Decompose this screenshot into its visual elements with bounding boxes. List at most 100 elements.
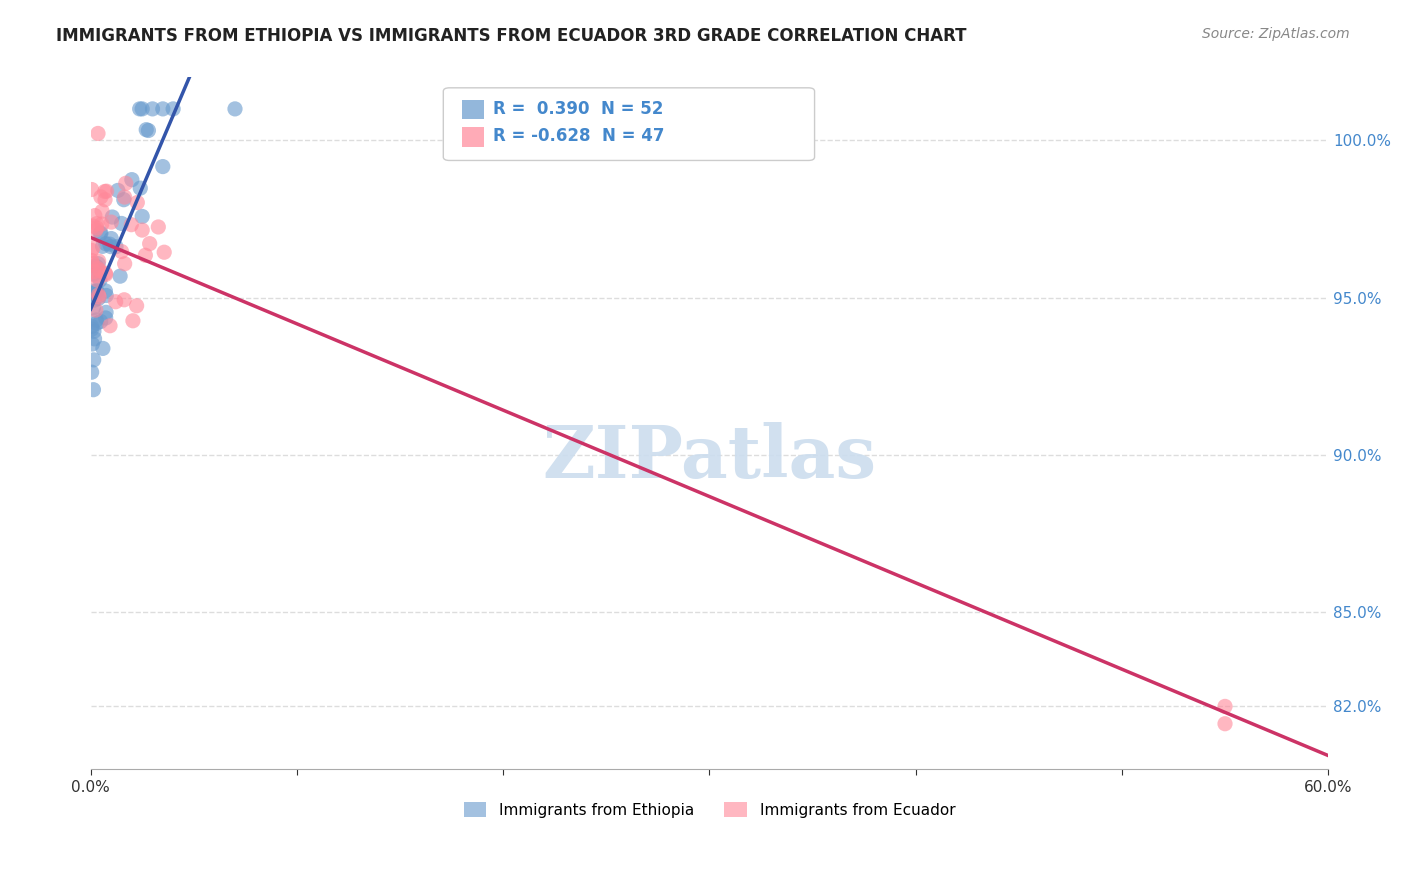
- Immigrants from Ethiopia: [131, 210, 153, 224]
- Immigrants from Ethiopia: [89, 273, 111, 287]
- Immigrants from Ethiopia: [83, 332, 105, 346]
- Immigrants from Ecuador: [82, 241, 104, 255]
- Immigrants from Ethiopia: [224, 102, 246, 116]
- Immigrants from Ecuador: [87, 127, 110, 141]
- FancyBboxPatch shape: [443, 87, 814, 161]
- Immigrants from Ethiopia: [128, 102, 150, 116]
- Immigrants from Ethiopia: [87, 292, 110, 306]
- Immigrants from Ethiopia: [86, 316, 108, 330]
- Immigrants from Ethiopia: [135, 122, 157, 136]
- Immigrants from Ethiopia: [96, 288, 118, 302]
- Immigrants from Ecuador: [87, 288, 110, 302]
- Immigrants from Ecuador: [91, 204, 114, 219]
- Text: R = -0.628  N = 47: R = -0.628 N = 47: [494, 128, 664, 145]
- Immigrants from Ecuador: [100, 215, 122, 229]
- Immigrants from Ecuador: [104, 294, 127, 309]
- Immigrants from Ecuador: [80, 253, 103, 268]
- Immigrants from Ecuador: [98, 318, 121, 333]
- Immigrants from Ethiopia: [86, 260, 108, 274]
- Immigrants from Ecuador: [94, 268, 117, 282]
- Immigrants from Ecuador: [96, 184, 118, 198]
- Immigrants from Ecuador: [148, 219, 170, 234]
- Immigrants from Ethiopia: [94, 284, 117, 298]
- Immigrants from Ecuador: [131, 223, 153, 237]
- Immigrants from Ethiopia: [90, 226, 112, 240]
- Immigrants from Ethiopia: [83, 267, 105, 281]
- Immigrants from Ecuador: [125, 299, 148, 313]
- Immigrants from Ecuador: [84, 223, 107, 237]
- Immigrants from Ethiopia: [100, 231, 122, 245]
- Immigrants from Ecuador: [1213, 716, 1236, 731]
- Immigrants from Ethiopia: [82, 383, 104, 397]
- Immigrants from Ecuador: [94, 193, 117, 207]
- Immigrants from Ethiopia: [84, 313, 107, 327]
- Immigrants from Ecuador: [120, 218, 142, 232]
- Immigrants from Ethiopia: [152, 102, 174, 116]
- Immigrants from Ecuador: [114, 257, 136, 271]
- Immigrants from Ethiopia: [82, 286, 104, 301]
- Immigrants from Ecuador: [87, 290, 110, 304]
- Immigrants from Ethiopia: [129, 181, 152, 195]
- Text: ZIPatlas: ZIPatlas: [543, 423, 876, 493]
- Text: R =  0.390  N = 52: R = 0.390 N = 52: [494, 100, 664, 118]
- Immigrants from Ecuador: [112, 293, 135, 307]
- Immigrants from Ethiopia: [121, 172, 143, 186]
- Immigrants from Ethiopia: [86, 284, 108, 298]
- Immigrants from Ethiopia: [101, 210, 124, 224]
- Immigrants from Ecuador: [153, 245, 176, 260]
- Immigrants from Ethiopia: [162, 102, 184, 116]
- Immigrants from Ecuador: [82, 256, 104, 270]
- Immigrants from Ethiopia: [108, 269, 131, 284]
- Immigrants from Ethiopia: [80, 365, 103, 379]
- Immigrants from Ethiopia: [94, 236, 117, 251]
- Immigrants from Ethiopia: [104, 240, 127, 254]
- Immigrants from Ethiopia: [98, 237, 121, 252]
- Immigrants from Ethiopia: [83, 293, 105, 307]
- Text: IMMIGRANTS FROM ETHIOPIA VS IMMIGRANTS FROM ECUADOR 3RD GRADE CORRELATION CHART: IMMIGRANTS FROM ETHIOPIA VS IMMIGRANTS F…: [56, 27, 967, 45]
- Immigrants from Ethiopia: [100, 240, 122, 254]
- Immigrants from Ethiopia: [91, 239, 114, 253]
- Bar: [463, 128, 484, 146]
- Immigrants from Ecuador: [86, 261, 108, 276]
- Immigrants from Ecuador: [87, 254, 110, 268]
- Immigrants from Ethiopia: [86, 285, 108, 299]
- Immigrants from Ethiopia: [87, 257, 110, 271]
- Immigrants from Ecuador: [90, 217, 112, 231]
- Immigrants from Ecuador: [83, 265, 105, 279]
- Immigrants from Ecuador: [122, 314, 145, 328]
- Immigrants from Ethiopia: [131, 102, 153, 116]
- Immigrants from Ethiopia: [80, 322, 103, 336]
- Immigrants from Ecuador: [127, 195, 149, 210]
- Immigrants from Ecuador: [94, 266, 117, 280]
- Immigrants from Ethiopia: [83, 352, 105, 367]
- Immigrants from Ecuador: [83, 209, 105, 223]
- Immigrants from Ecuador: [80, 182, 103, 196]
- Immigrants from Ecuador: [94, 185, 117, 199]
- Immigrants from Ethiopia: [110, 217, 132, 231]
- Immigrants from Ethiopia: [141, 102, 163, 116]
- Immigrants from Ethiopia: [91, 342, 114, 356]
- Immigrants from Ethiopia: [138, 123, 160, 137]
- Immigrants from Ethiopia: [89, 227, 111, 241]
- Immigrants from Ecuador: [90, 190, 112, 204]
- Immigrants from Ethiopia: [83, 324, 105, 338]
- Immigrants from Ecuador: [80, 244, 103, 258]
- Immigrants from Ecuador: [110, 244, 132, 259]
- Immigrants from Ecuador: [1213, 699, 1236, 714]
- Immigrants from Ethiopia: [112, 193, 135, 207]
- Immigrants from Ethiopia: [152, 160, 174, 174]
- Immigrants from Ethiopia: [94, 305, 117, 319]
- Immigrants from Ecuador: [86, 220, 108, 235]
- Immigrants from Ethiopia: [94, 310, 117, 325]
- Immigrants from Ethiopia: [82, 301, 104, 315]
- Text: Source: ZipAtlas.com: Source: ZipAtlas.com: [1202, 27, 1350, 41]
- Immigrants from Ecuador: [114, 190, 136, 204]
- Immigrants from Ethiopia: [107, 183, 129, 197]
- Immigrants from Ecuador: [134, 248, 156, 262]
- Immigrants from Ecuador: [89, 264, 111, 278]
- Legend: Immigrants from Ethiopia, Immigrants from Ecuador: Immigrants from Ethiopia, Immigrants fro…: [457, 796, 962, 824]
- Immigrants from Ecuador: [138, 236, 160, 251]
- Immigrants from Ethiopia: [90, 314, 112, 328]
- Immigrants from Ecuador: [82, 219, 104, 233]
- Immigrants from Ethiopia: [80, 319, 103, 334]
